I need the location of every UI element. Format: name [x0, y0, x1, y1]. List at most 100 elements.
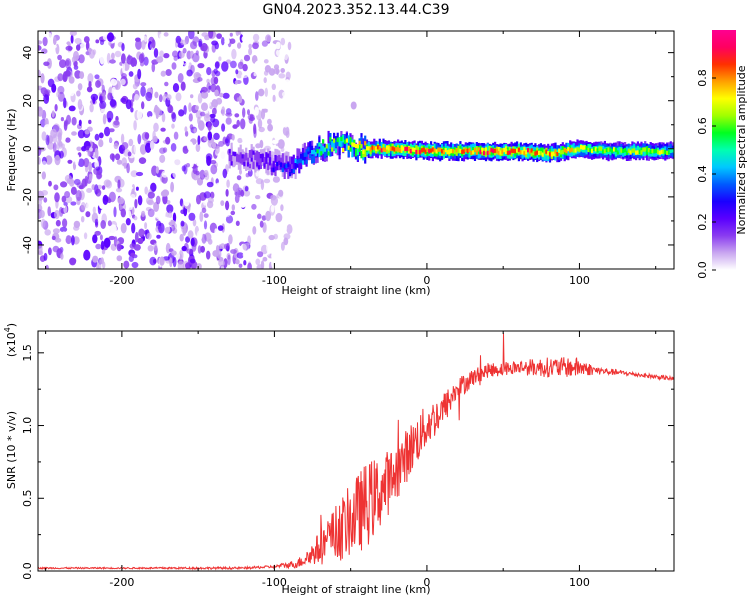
chart-title: GN04.2023.352.13.44.C39 [263, 2, 450, 18]
spectrogram-noise-cell [238, 95, 243, 104]
spectrogram-noise-cell [276, 107, 281, 115]
spectrogram-noise-cell [219, 243, 226, 250]
spectrogram-noise-cell [280, 146, 285, 153]
spectrogram-ridge-cell [406, 146, 409, 151]
spectrogram-noise-cell [152, 112, 156, 123]
spectrogram-noise-cell [210, 191, 215, 199]
spectrogram-ridge-cell [441, 149, 444, 154]
spectrogram-noise-cell [243, 260, 247, 266]
spectrogram-noise-cell [99, 100, 107, 109]
spectrogram-noise-cell [263, 77, 267, 84]
spectrogram-noise-cell [94, 74, 100, 80]
spectrogram-noise-cell [57, 73, 64, 82]
spectrogram-ridge-cell [620, 148, 623, 153]
spectrogram-ridge-cell [506, 150, 509, 156]
spectrogram-ridge-cell [439, 148, 442, 157]
spectrogram-ridge-cell [554, 149, 557, 154]
spectrogram-ridge-cell [567, 148, 570, 156]
colorbar-gradient [712, 30, 736, 270]
spectrogram-ridge-cell [274, 155, 277, 163]
spectrogram-ytick-label: -20 [21, 188, 34, 206]
spectrogram-noise-cell [282, 91, 286, 97]
spectrogram-noise-cell [264, 87, 268, 98]
spectrogram-noise-cell [63, 205, 68, 214]
spectrogram-noise-cell [210, 83, 217, 93]
spectrogram-ridge-cell [644, 147, 647, 152]
spectrogram-ridge-cell [261, 153, 264, 158]
spectrogram-noise-cell [44, 229, 51, 236]
spectrogram-noise-cell [65, 235, 72, 245]
spectrogram-noise-cell [190, 94, 194, 99]
spectrogram-ridge-cell [475, 146, 478, 154]
spectrogram-noise-cell [55, 219, 61, 227]
spectrogram-ridge-cell [303, 152, 306, 157]
spectrogram-ridge-cell [589, 148, 592, 153]
spectrogram-noise-cell [280, 204, 284, 212]
spectrogram-ridge-cell [232, 151, 235, 156]
spectrogram-noise-cell [180, 81, 186, 91]
spectrogram-noise-cell [120, 133, 125, 144]
spectrogram-ridge-cell [622, 148, 625, 154]
spectrogram-ridge-cell [327, 151, 330, 156]
spectrogram-ridge-cell [289, 164, 292, 172]
spectrogram-noise-cell [275, 212, 283, 223]
spectrogram-ridge-cell [276, 155, 279, 168]
spectrogram-noise-cell [137, 195, 143, 206]
spectrogram-noise-cell [141, 101, 145, 110]
spectrogram-noise-cell [158, 222, 165, 234]
spectrogram-ridge-cell [239, 152, 242, 160]
colorbar-label: Normalized spectral amplitude [735, 65, 748, 234]
spectrogram-noise-cell [42, 36, 48, 47]
spectrogram-noise-cell [224, 38, 230, 45]
spectrogram-noise-cell [48, 236, 53, 244]
spectrogram-ridge-cell [408, 147, 411, 152]
spectrogram-ridge-cell [547, 151, 550, 156]
snr-ytick-label: 1.5 [21, 344, 34, 362]
spectrogram-noise-cell [225, 117, 232, 125]
spectrogram-noise-cell [241, 132, 247, 143]
spectrogram-ridge-cell [354, 143, 358, 149]
spectrogram-noise-cell [111, 52, 115, 60]
spectrogram-noise-cell [133, 93, 140, 105]
spectrogram-noise-cell [180, 220, 185, 227]
spectrogram-noise-cell [121, 53, 126, 64]
spectrogram-noise-cell [187, 230, 194, 239]
spectrogram-noise-cell [41, 131, 47, 141]
spectrogram-noise-cell [66, 114, 71, 125]
spectrogram-noise-cell [107, 220, 112, 227]
spectrogram-ridge-cell [645, 146, 649, 154]
spectrogram-ridge-cell [563, 148, 566, 153]
spectrogram-ridge-cell [382, 147, 385, 152]
spectrogram-noise-cell [155, 195, 161, 205]
spectrogram-ridge-cell [446, 146, 449, 154]
spectrogram-noise-cell [224, 208, 231, 218]
spectrogram-noise-cell [151, 39, 156, 49]
spectrogram-ridge-cell [528, 149, 531, 154]
spectrogram-noise-cell [98, 95, 103, 102]
spectrogram-xtick-label: -200 [109, 274, 134, 287]
spectrogram-ridge-cell [613, 147, 616, 152]
spectrogram-ridge-cell [254, 155, 257, 160]
spectrogram-ridge-cell [312, 155, 315, 164]
spectrogram-noise-cell [39, 210, 45, 218]
spectrogram-ridge-cell [263, 163, 266, 168]
spectrogram-noise-cell [141, 40, 146, 50]
spectrogram-noise-cell [260, 179, 265, 191]
spectrogram-ytick-label: -40 [21, 236, 34, 254]
spectrogram-noise-cell [188, 113, 193, 122]
spectrogram-noise-cell [59, 59, 67, 68]
spectrogram-noise-cell [99, 234, 103, 241]
spectrogram-noise-cell [201, 233, 207, 244]
spectrogram-noise-cell [155, 166, 159, 174]
spectrogram-ridge-cell [603, 148, 606, 154]
spectrogram-noise-cell [240, 118, 246, 130]
spectrogram-noise-cell [138, 228, 145, 238]
spectrogram-ridge-cell [232, 153, 235, 162]
spectrogram-noise-cell [235, 69, 239, 75]
spectrogram-noise-cell [247, 262, 252, 269]
spectrogram-ridge-cell [285, 164, 288, 172]
spectrogram-noise-cell [138, 53, 144, 64]
spectrogram-ridge-cell [605, 147, 608, 153]
spectrogram-noise-cell [230, 210, 236, 216]
spectrogram-noise-cell [244, 225, 251, 236]
